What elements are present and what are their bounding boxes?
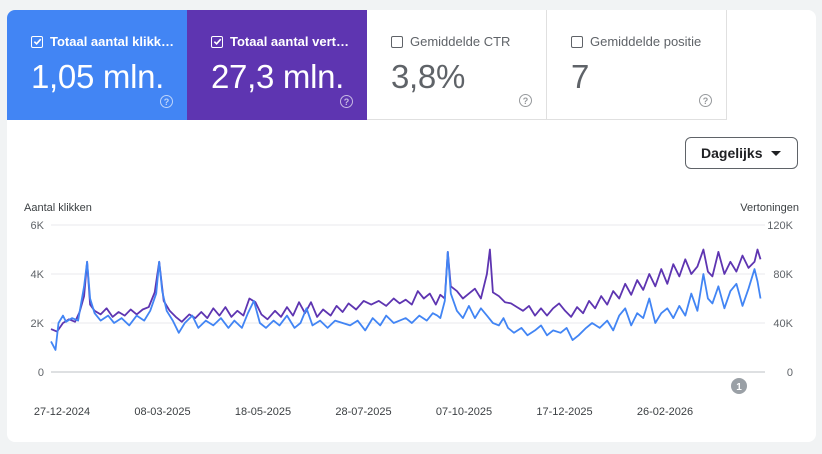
chevron-down-icon (771, 151, 781, 156)
right-tick-label: 0 (787, 367, 793, 379)
right-tick-label: 40K (773, 318, 793, 330)
annotation-badge-label: 1 (736, 382, 742, 393)
performance-card: Totaal aantal klikk… 1,05 mln. ? Totaal … (7, 10, 816, 442)
metric-label: Totaal aantal vert… (230, 34, 349, 49)
metric-value: 27,3 mln. (211, 58, 345, 95)
metric-label: Totaal aantal klikk… (50, 34, 175, 49)
help-icon[interactable]: ? (699, 94, 712, 107)
right-tick-label: 120K (767, 220, 793, 232)
metric-card-clicks[interactable]: Totaal aantal klikk… 1,05 mln. ? (7, 10, 187, 120)
help-icon[interactable]: ? (160, 95, 173, 108)
left-tick-label: 0 (38, 367, 44, 379)
left-axis-label: Aantal klikken (24, 202, 92, 214)
metric-value: 1,05 mln. (31, 58, 165, 95)
help-icon[interactable]: ? (519, 94, 532, 107)
metric-value: 3,8% (391, 58, 466, 95)
right-axis-label: Vertoningen (740, 202, 799, 214)
help-icon[interactable]: ? (340, 95, 353, 108)
x-tick-label: 27-12-2024 (34, 406, 90, 418)
x-tick-label: 28-07-2025 (335, 406, 391, 418)
left-tick-label: 2K (31, 318, 45, 330)
checkbox-icon[interactable] (31, 35, 43, 48)
metric-card-position[interactable]: Gemiddelde positie 7 ? (547, 10, 727, 120)
x-tick-label: 08-03-2025 (134, 406, 190, 418)
x-tick-label: 26-02-2026 (637, 406, 693, 418)
x-tick-label: 07-10-2025 (436, 406, 492, 418)
performance-chart: Aantal klikken Vertoningen 0 2K 4K 6K 0 40K 8… (24, 202, 799, 418)
annotation-marker[interactable]: 1 (731, 378, 747, 394)
checkbox-icon[interactable] (571, 35, 583, 48)
metric-header: Totaal aantal klikk… (31, 34, 187, 49)
x-tick-label: 18-05-2025 (235, 406, 291, 418)
metric-card-impressions[interactable]: Totaal aantal vert… 27,3 mln. ? (187, 10, 367, 120)
metric-value: 7 (571, 58, 590, 95)
granularity-dropdown[interactable]: Dagelijks (685, 137, 798, 169)
metric-label: Gemiddelde positie (590, 34, 702, 49)
granularity-selected: Dagelijks (701, 145, 763, 161)
checkbox-icon[interactable] (211, 35, 223, 48)
left-tick-label: 6K (31, 220, 45, 232)
metric-header: Gemiddelde positie (571, 34, 726, 49)
metric-card-ctr[interactable]: Gemiddelde CTR 3,8% ? (367, 10, 547, 120)
metric-header: Gemiddelde CTR (391, 34, 546, 49)
x-tick-label: 17-12-2025 (536, 406, 592, 418)
checkbox-icon[interactable] (391, 35, 403, 48)
annotation-badge[interactable] (731, 378, 747, 394)
metric-header: Totaal aantal vert… (211, 34, 367, 49)
metric-label: Gemiddelde CTR (410, 34, 511, 49)
right-tick-label: 80K (773, 269, 793, 281)
series-line-clicks (50, 251, 762, 351)
left-tick-label: 4K (31, 269, 45, 281)
